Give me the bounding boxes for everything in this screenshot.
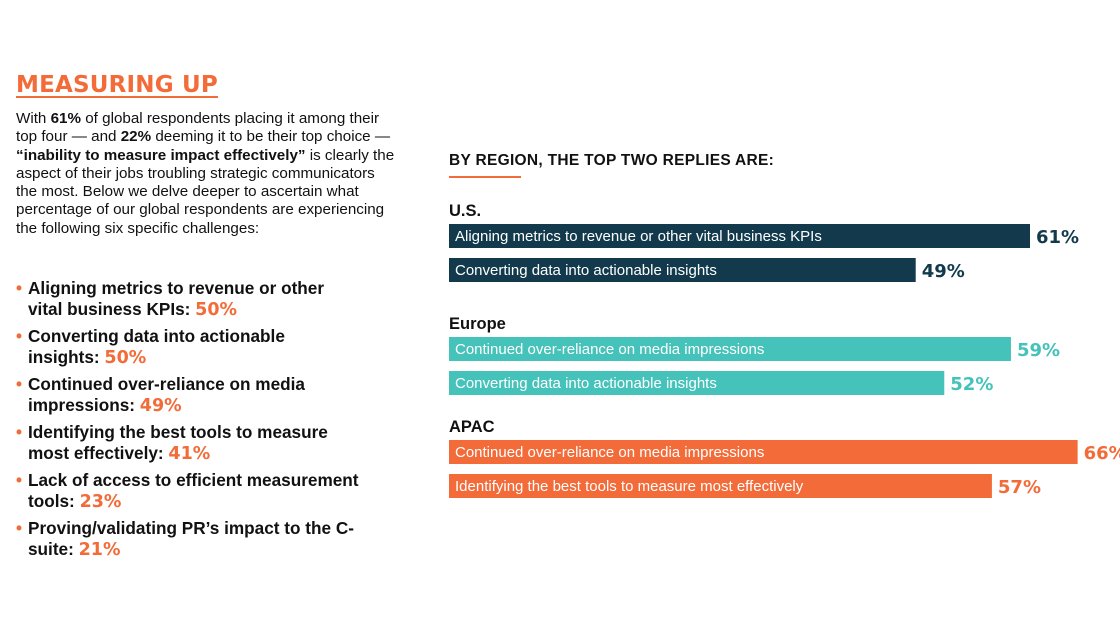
list-item: • Lack of access to efficient measurement… [16,470,361,512]
bar-value-label: 66% [1084,443,1120,464]
list-item: • Identifying the best tools to measure m… [16,422,361,464]
bar-label: Converting data into actionable insights [455,262,717,279]
intro-text-2: of global respondents placing it among t… [16,110,380,146]
bar-value-label: 52% [950,374,993,395]
bullet-marker: • [16,422,23,442]
challenge-label: Continued over-reliance on media impress… [28,374,305,415]
bullet-marker: • [16,374,23,394]
bullet-marker: • [16,326,23,346]
bar-label: Continued over-reliance on media impress… [455,341,764,358]
challenge-label: Aligning metrics to revenue or other vit… [28,278,325,319]
bar-value-label: 59% [1017,340,1060,361]
intro-quote: “inability to measure impact effectively… [16,146,306,164]
challenge-label: Lack of access to efficient measurement … [28,470,359,511]
intro-stat-top-four: 61% [50,110,82,127]
bar-label: Identifying the best tools to measure mo… [455,478,804,495]
bullet-marker: • [16,518,23,538]
bar [449,440,1078,464]
bar [449,337,1011,361]
list-item: • Converting data into actionable insight… [16,326,361,368]
challenge-percent: 41% [168,443,211,464]
intro-paragraph: With 61% of global respondents placing i… [16,110,396,238]
challenge-label: Proving/validating PR’s impact to the C-… [28,518,354,559]
bar-label: Continued over-reliance on media impress… [455,444,764,461]
challenge-percent: 50% [195,299,238,320]
bar-label: Converting data into actionable insights [455,375,717,392]
page-title: MEASURING UP [16,72,218,98]
region-label: APAC [449,418,495,436]
bar-value-label: 49% [922,261,965,282]
list-item: • Proving/validating PR’s impact to the C… [16,518,361,560]
challenge-label: Identifying the best tools to measure mo… [28,422,328,463]
bar [449,474,992,498]
challenge-percent: 50% [104,347,147,368]
intro-text-4: is clearly the aspect of their jobs trou… [16,146,395,237]
list-item: • Aligning metrics to revenue or other vi… [16,278,361,320]
challenge-list: • Aligning metrics to revenue or other vi… [16,278,361,566]
bar-value-label: 57% [998,477,1041,498]
challenge-percent: 21% [78,539,121,560]
bar [449,224,1030,248]
chart-title-rule [449,176,521,178]
bar-value-label: 61% [1036,227,1079,248]
intro-stat-top-choice: 22% [120,128,152,146]
region-label: U.S. [449,202,481,220]
challenge-label: Converting data into actionable insights… [28,326,285,367]
bar-label: Aligning metrics to revenue or other vit… [455,228,822,245]
bar [449,371,945,395]
challenge-percent: 49% [139,395,182,416]
bullet-marker: • [16,278,23,298]
region-label: Europe [449,315,506,333]
bar [449,258,916,282]
intro-text-3: deeming it to be their top choice — [151,128,391,146]
challenge-percent: 23% [79,491,122,512]
bullet-marker: • [16,470,23,490]
intro-text-1: With [16,110,51,127]
list-item: • Continued over-reliance on media impres… [16,374,361,416]
chart-title: BY REGION, THE TOP TWO REPLIES ARE: [449,152,775,169]
